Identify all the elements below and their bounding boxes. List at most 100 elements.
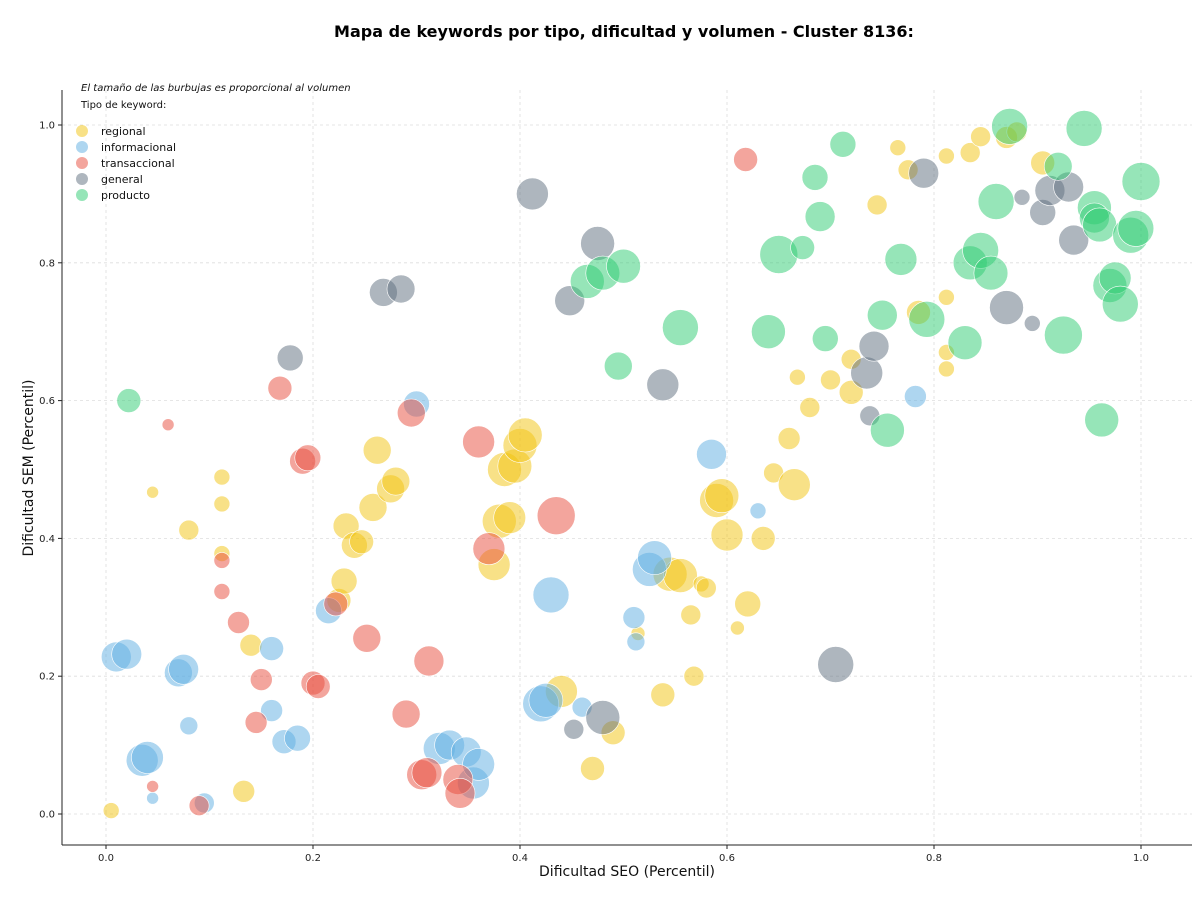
- bubble-transaccional: [161, 418, 175, 432]
- bubble-informacional: [637, 540, 672, 576]
- x-tick-label: 1.0: [1133, 853, 1149, 864]
- bubble-producto: [1065, 110, 1103, 147]
- bubble-producto: [790, 235, 815, 260]
- bubble-transaccional: [213, 552, 231, 569]
- bubble-regional: [938, 147, 955, 165]
- bubble-transaccional: [294, 444, 322, 472]
- legend-label: general: [101, 173, 143, 186]
- bubble-regional: [799, 397, 821, 418]
- y-tick-label: 1.0: [39, 121, 55, 132]
- bubble-regional: [734, 590, 762, 618]
- bubble-regional: [580, 756, 605, 781]
- bubble-transaccional: [227, 611, 250, 634]
- legend-item-transaccional: transaccional: [76, 157, 175, 170]
- legend: El tamaño de las burbujas es proporciona…: [76, 83, 351, 202]
- legend-entries: regional informacional transaccional genera…: [76, 125, 176, 202]
- bubble-general: [1013, 189, 1031, 206]
- bubble-regional: [820, 369, 841, 391]
- x-tick-label: 0.0: [98, 853, 114, 864]
- bubble-informacional: [528, 682, 564, 718]
- bubble-producto: [1084, 402, 1119, 438]
- bubble-informacional: [532, 576, 570, 614]
- bubble-regional: [889, 139, 907, 156]
- bubble-transaccional: [733, 147, 758, 172]
- bubble-regional: [750, 526, 776, 551]
- bubble-producto: [116, 388, 142, 413]
- chart-title: Mapa de keywords por tipo, dificultad y …: [334, 22, 914, 41]
- x-tick-label: 0.2: [305, 853, 321, 864]
- bubble-regional: [959, 142, 981, 163]
- series-producto: [116, 108, 1161, 448]
- bubble-regional: [493, 501, 527, 535]
- legend-label: transaccional: [101, 157, 175, 170]
- bubble-general: [580, 226, 615, 261]
- bubble-general: [858, 330, 890, 362]
- series-transaccional: [146, 147, 758, 817]
- legend-marker: [76, 125, 88, 137]
- legend-size-note: El tamaño de las burbujas es proporciona…: [81, 83, 351, 94]
- y-tick-label: 0.8: [39, 258, 55, 269]
- legend-item-informacional: informacional: [76, 141, 176, 154]
- bubble-informacional: [749, 502, 767, 520]
- bubble-informacional: [260, 699, 283, 722]
- bubble-transaccional: [396, 398, 426, 428]
- bubble-general: [817, 646, 855, 683]
- bubble-informacional: [146, 791, 159, 805]
- bubble-transaccional: [462, 425, 495, 459]
- bubble-regional: [102, 802, 120, 819]
- bubble-general: [386, 274, 416, 304]
- bubble-general: [1024, 315, 1041, 332]
- legend-label: informacional: [101, 141, 176, 154]
- bubble-informacional: [622, 606, 646, 629]
- x-tick-label: 0.6: [719, 853, 735, 864]
- bubble-producto: [1044, 315, 1083, 355]
- bubble-regional: [358, 493, 388, 522]
- bubble-producto: [870, 412, 905, 448]
- bubble-transaccional: [305, 674, 331, 699]
- bubble-producto: [1043, 152, 1073, 181]
- bubble-general: [276, 344, 304, 372]
- bubble-regional: [789, 368, 806, 386]
- y-tick-label: 0.0: [39, 810, 55, 821]
- bubble-producto: [908, 300, 946, 338]
- bubble-producto: [662, 309, 699, 346]
- bubble-general: [516, 177, 549, 211]
- bubble-producto: [1102, 285, 1139, 323]
- bubble-informacional: [284, 724, 311, 752]
- bubble-producto: [947, 325, 983, 361]
- bubble-regional: [330, 567, 358, 595]
- legend-item-regional: regional: [76, 125, 146, 138]
- series-informacional: [101, 385, 927, 814]
- bubble-regional: [362, 435, 392, 465]
- bubble-transaccional: [267, 375, 293, 401]
- bubble-transaccional: [472, 532, 506, 566]
- bubble-regional: [866, 194, 888, 216]
- x-tick-label: 0.8: [926, 853, 942, 864]
- bubble-regional: [213, 495, 231, 513]
- bubble-transaccional: [213, 583, 231, 600]
- bubble-producto: [884, 243, 918, 276]
- bubble-producto: [1117, 210, 1155, 247]
- bubble-regional: [777, 468, 811, 502]
- bubble-producto: [804, 201, 836, 232]
- bubble-transaccional: [391, 699, 421, 729]
- bubble-transaccional: [249, 668, 273, 691]
- legend-label: regional: [101, 125, 146, 138]
- bubble-producto: [606, 248, 641, 284]
- bubble-transaccional: [411, 757, 443, 789]
- bubble-regional: [680, 604, 702, 626]
- bubble-producto: [811, 325, 839, 352]
- bubble-informacional: [696, 438, 727, 470]
- bubble-transaccional: [352, 623, 382, 653]
- bubble-general: [563, 718, 585, 740]
- bubble-regional: [507, 417, 543, 453]
- bubble-transaccional: [444, 777, 476, 809]
- bubble-producto: [751, 314, 786, 350]
- legend-item-producto: producto: [76, 189, 150, 202]
- bubble-general: [989, 290, 1024, 325]
- bubble-producto: [973, 255, 1009, 291]
- bubble-informacional: [168, 653, 199, 685]
- legend-marker: [76, 189, 88, 201]
- legend-title: Tipo de keyword:: [80, 100, 166, 111]
